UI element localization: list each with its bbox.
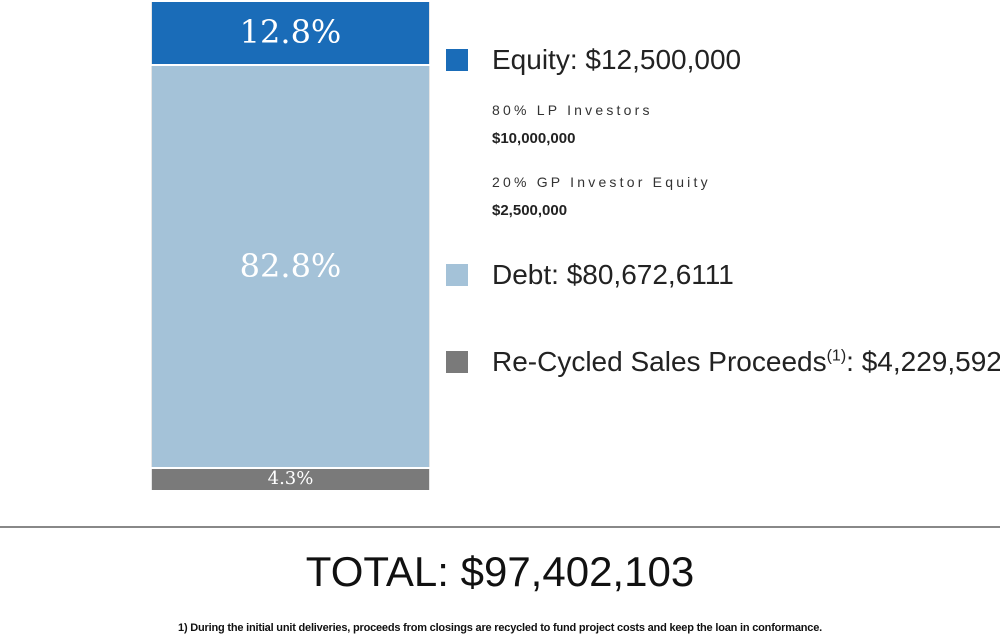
bar-segment-debt: 82.8% [151,66,430,468]
total-amount: TOTAL: $97,402,103 [305,548,695,595]
legend-label-equity: Equity: $12,500,000 [492,44,742,75]
stacked-bar: 12.8% 82.8% 4.3% [151,0,430,490]
footnote: 1) During the initial unit deliveries, p… [178,622,822,634]
legend-label-recycled: Re-Cycled Sales Proceeds(1): $4,229,592 [492,346,1000,378]
footnote-ref: (1) [826,347,847,365]
legend-swatch-debt [446,264,468,286]
gp-investor-equity-value: $2,500,000 [492,202,568,219]
lp-investors-value: $10,000,000 [492,130,576,147]
bar-label-debt: 82.8% [239,246,342,285]
bar-label-recycled: 4.3% [267,468,314,490]
recycled-amount: : $4,229,592 [846,346,1000,377]
lp-investors-label: 80% LP Investors [492,102,653,118]
legend-label-debt: Debt: $80,672,6111 [492,259,734,290]
legend-swatch-equity [446,49,468,71]
gp-investor-equity-label: 20% GP Investor Equity [492,174,711,190]
recycled-name: Re-Cycled Sales Proceeds [492,346,827,377]
bar-segment-equity: 12.8% [151,2,430,64]
divider [0,526,1000,528]
bar-segment-recycled: 4.3% [151,468,430,490]
legend-item-recycled-sales-proceeds: Re-Cycled Sales Proceeds(1): $4,229,592 [446,346,1000,378]
legend-item-debt: Debt: $80,672,6111 [446,259,734,291]
legend-item-equity: Equity: $12,500,000 [446,44,741,76]
bar-label-equity: 12.8% [239,13,342,52]
legend-swatch-recycled [446,351,468,373]
